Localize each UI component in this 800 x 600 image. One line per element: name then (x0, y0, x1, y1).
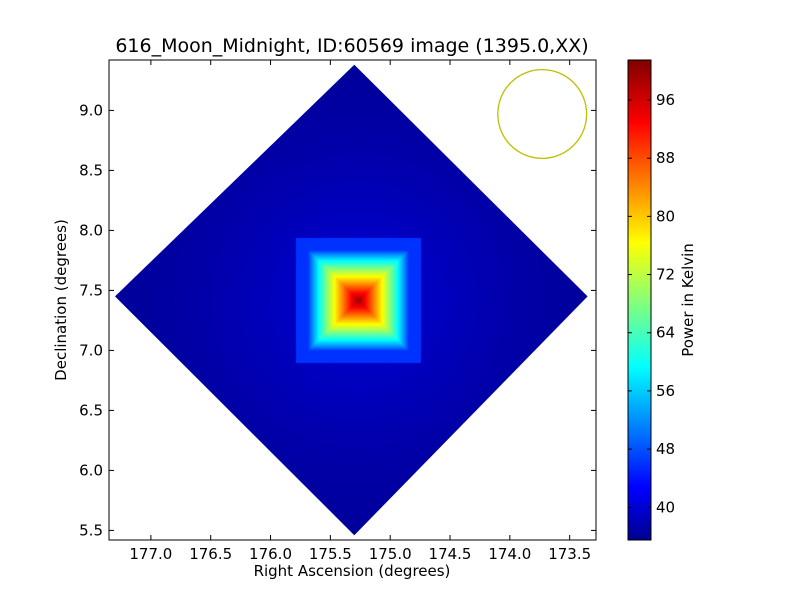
y-tick-label: 7.0 (79, 341, 103, 359)
y-tick-label: 8.5 (79, 161, 103, 179)
y-axis: 5.5 6.0 6.5 7.0 7.5 8.0 8.5 9.0 (79, 101, 596, 539)
x-axis: 177.0 176.5 176.0 175.5 175.0 174.5 174.0 173.5 (129, 60, 591, 563)
colorbar-tick-label: 48 (656, 440, 675, 458)
colorbar-tick-label: 56 (656, 382, 675, 400)
colorbar-tick-label: 96 (656, 91, 675, 109)
colorbar-frame (627, 59, 652, 541)
x-tick-label: 176.0 (249, 545, 292, 563)
x-tick-label: 174.0 (488, 545, 531, 563)
y-tick-label: 8.0 (79, 221, 103, 239)
colorbar-gradient (628, 60, 651, 540)
colorbar-tick-label: 40 (656, 498, 675, 516)
y-tick-label: 7.5 (79, 281, 103, 299)
y-tick-label: 6.0 (79, 461, 103, 479)
plot-area (108, 59, 597, 541)
x-tick-label: 174.5 (429, 545, 472, 563)
x-tick-label: 177.0 (129, 545, 172, 563)
beam-circle (497, 68, 588, 160)
y-tick-label: 5.5 (79, 521, 103, 539)
colorbar-tick-label: 80 (656, 207, 675, 225)
colorbar-tick-label: 64 (656, 324, 675, 342)
x-tick-label: 176.5 (189, 545, 232, 563)
colorbar-label: Power in Kelvin (679, 243, 697, 357)
y-tick-label: 9.0 (79, 101, 103, 119)
colorbar-tick-label: 88 (656, 149, 675, 167)
x-axis-label: Right Ascension (degrees) (254, 562, 451, 580)
chart-title: 616_Moon_Midnight, ID:60569 image (1395.… (115, 35, 588, 57)
x-tick-label: 175.0 (369, 545, 412, 563)
colorbar-tick-label: 72 (656, 266, 675, 284)
colorbar: 40 48 56 64 72 80 88 96 Power in Kelvin (627, 59, 697, 541)
x-tick-label: 175.5 (309, 545, 352, 563)
axes-frame (108, 59, 597, 541)
y-tick-label: 6.5 (79, 401, 103, 419)
y-axis-label: Declination (degrees) (52, 219, 70, 381)
x-tick-label: 173.5 (548, 545, 591, 563)
